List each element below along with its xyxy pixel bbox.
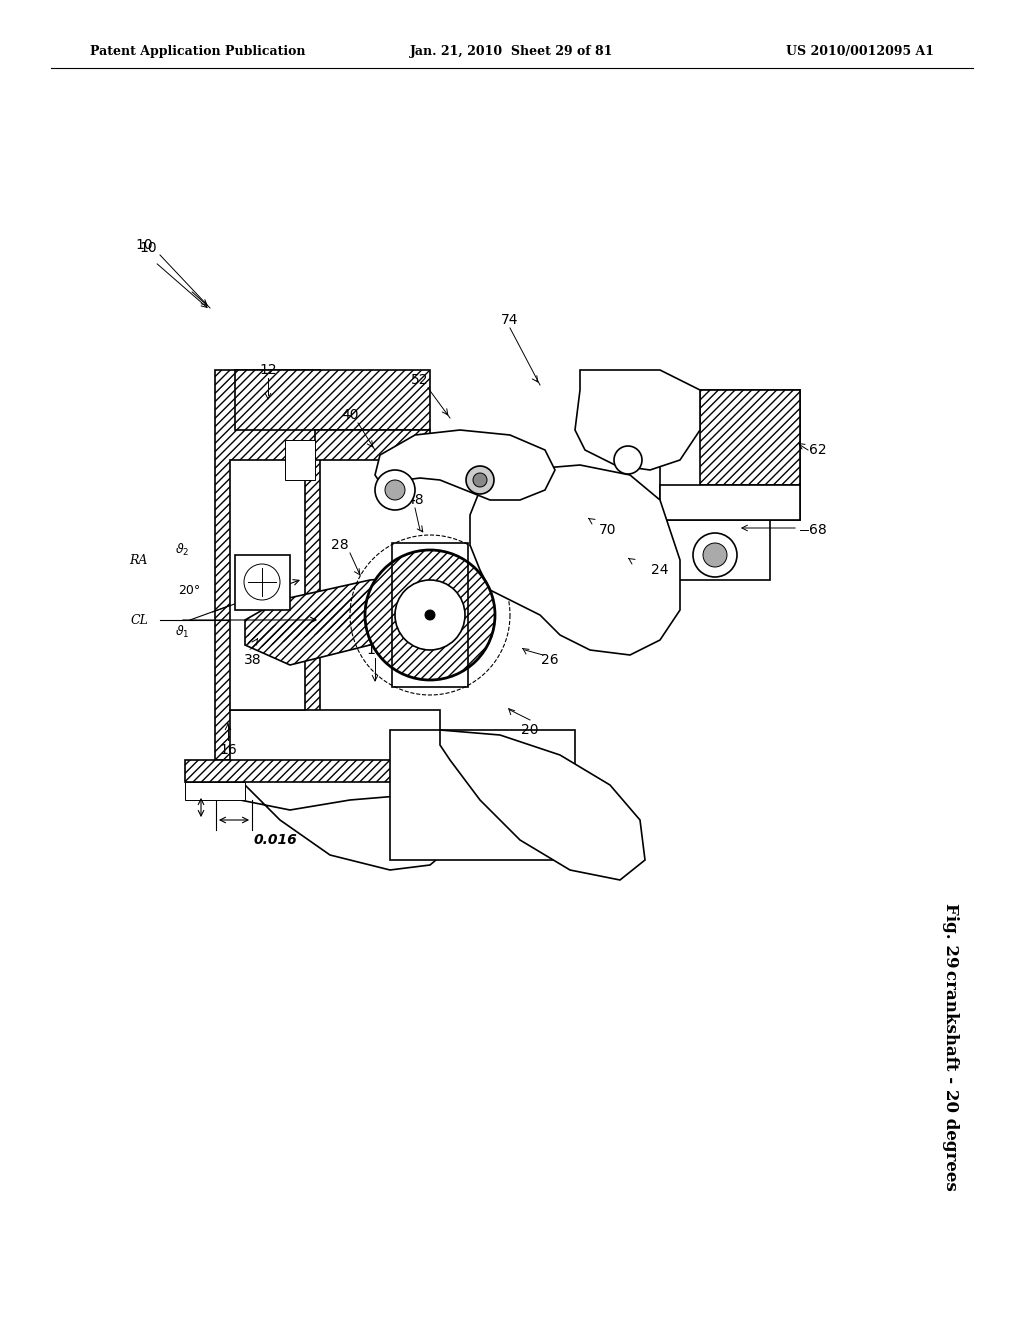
Text: Jan. 21, 2010  Sheet 29 of 81: Jan. 21, 2010 Sheet 29 of 81 <box>411 45 613 58</box>
Circle shape <box>425 610 435 620</box>
Polygon shape <box>375 430 555 500</box>
Text: 28: 28 <box>331 539 349 552</box>
Text: Patent Application Publication: Patent Application Publication <box>90 45 305 58</box>
Text: 68: 68 <box>809 523 826 537</box>
Text: 74: 74 <box>502 313 519 327</box>
Text: 14: 14 <box>367 643 384 657</box>
Circle shape <box>365 550 495 680</box>
Bar <box>700 389 800 484</box>
Text: 62: 62 <box>809 444 826 457</box>
Text: RA: RA <box>130 553 148 566</box>
Bar <box>285 440 315 480</box>
Circle shape <box>244 564 280 601</box>
Bar <box>185 781 245 800</box>
Circle shape <box>703 543 727 568</box>
Bar <box>315 430 430 459</box>
Polygon shape <box>575 370 700 470</box>
Text: 48: 48 <box>407 492 424 507</box>
Circle shape <box>473 473 487 487</box>
Text: 10: 10 <box>135 238 153 252</box>
Polygon shape <box>440 730 645 880</box>
Bar <box>660 520 770 579</box>
Bar <box>392 543 468 686</box>
Circle shape <box>693 533 737 577</box>
Text: 40: 40 <box>341 408 358 422</box>
Text: 52: 52 <box>412 374 429 387</box>
Text: 12: 12 <box>259 363 276 378</box>
Text: 24: 24 <box>651 564 669 577</box>
Bar <box>234 554 290 610</box>
Text: US 2010/0012095 A1: US 2010/0012095 A1 <box>786 45 934 58</box>
Bar <box>234 370 430 430</box>
Text: 20°: 20° <box>178 583 201 597</box>
Polygon shape <box>245 576 440 665</box>
Text: CL: CL <box>130 614 148 627</box>
Circle shape <box>375 470 415 510</box>
Text: 38: 38 <box>244 653 262 667</box>
Text: $\vartheta_2$: $\vartheta_2$ <box>175 543 189 558</box>
Bar <box>215 370 319 760</box>
Polygon shape <box>230 760 460 870</box>
Polygon shape <box>660 484 800 520</box>
Text: 26: 26 <box>542 653 559 667</box>
Text: 70: 70 <box>599 523 616 537</box>
Polygon shape <box>470 465 680 655</box>
Bar <box>390 730 575 861</box>
Text: $\vartheta_1$: $\vartheta_1$ <box>175 624 189 640</box>
Circle shape <box>614 446 642 474</box>
Bar <box>660 389 800 520</box>
Text: 0.016: 0.016 <box>254 833 298 847</box>
Circle shape <box>466 466 494 494</box>
Circle shape <box>385 480 406 500</box>
Bar <box>230 710 440 766</box>
Text: crankshaft - 20 degrees: crankshaft - 20 degrees <box>941 970 958 1191</box>
Text: 20: 20 <box>521 723 539 737</box>
Text: 10: 10 <box>139 242 157 255</box>
Text: Fig. 29: Fig. 29 <box>941 903 958 968</box>
Text: 16: 16 <box>219 743 237 756</box>
Bar <box>185 760 445 781</box>
Bar <box>215 370 319 760</box>
Bar <box>230 459 305 710</box>
Circle shape <box>395 579 465 649</box>
Polygon shape <box>490 531 650 610</box>
